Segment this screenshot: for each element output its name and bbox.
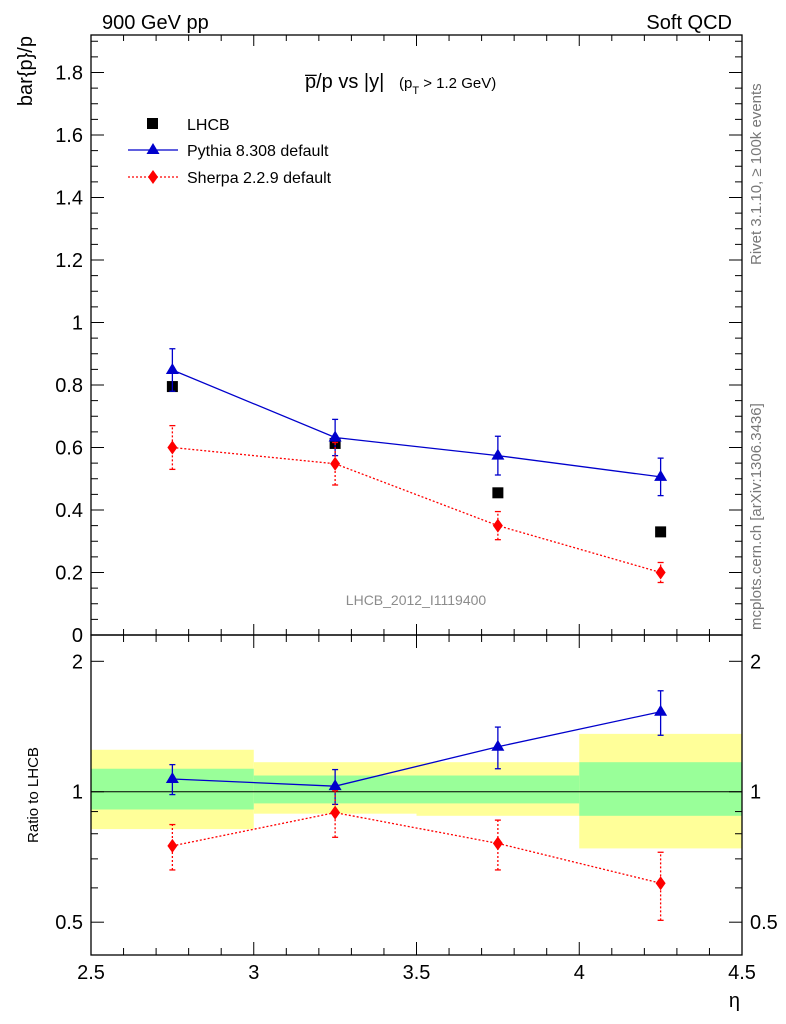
series-pythia [165, 348, 668, 497]
x-tick-label: 4.5 [728, 962, 756, 984]
series-line [172, 369, 661, 478]
main-panel: 0.2 0.4 0.6 0.8 1 1.2 1.4 1.6 1.8 0 bar{p}/p p̅/p… [15, 34, 743, 647]
legend-label-pythia: Pythia 8.308 default [187, 143, 329, 160]
main-y-tick-label: 1 [72, 313, 83, 335]
mcplots-label: mcplots.cern.ch [arXiv:1306.3436] [748, 403, 765, 630]
main-title-cut-suffix: > 1.2 GeV) [419, 75, 496, 92]
ratio-series-line [172, 711, 661, 787]
series-sherpa [167, 424, 666, 584]
ratio-plot-area: 2.5 3 3.5 4 4.5 0.5 0.5 1 1 2 2 [55, 634, 778, 984]
ratio-y-tick-label: 1 [72, 782, 83, 804]
legend: LHCB Pythia 8.308 default Sherpa 2.2.9 d… [128, 117, 332, 187]
legend-marker-triangle [146, 143, 160, 154]
x-tick-label: 3.5 [403, 962, 431, 984]
main-title-cut-sub: T [412, 85, 419, 97]
data-point [654, 469, 668, 481]
ratio-panel: 2.5 3 3.5 4 4.5 0.5 0.5 1 1 2 2 Ratio to LHCB η [25, 634, 778, 1012]
ratio-series-pythia [165, 690, 668, 806]
main-y-tick-label: 1.6 [55, 125, 83, 147]
main-title-text: p̅/p vs |y| [305, 71, 384, 93]
data-point [165, 363, 179, 374]
rivet-label: Rivet 3.1.10, ≥ 100k events [748, 83, 765, 265]
ratio-y-tick-label-right: 1 [750, 782, 761, 804]
main-title-cut-prefix: (p [399, 75, 412, 92]
main-y-axis-label: bar{p}/p [15, 36, 37, 106]
data-point [492, 518, 503, 533]
main-y-tick-label: 0.6 [55, 438, 83, 460]
ratio-data-point [655, 876, 666, 891]
legend-marker-square [147, 118, 158, 129]
ratio-data-point [328, 779, 342, 791]
data-point [330, 456, 341, 471]
main-y-tick-label: 0.4 [55, 500, 83, 522]
legend-label-sherpa: Sherpa 2.2.9 default [187, 170, 332, 187]
watermark: LHCB_2012_I1119400 [346, 592, 487, 608]
header-right: Soft QCD [646, 12, 732, 34]
data-point [655, 526, 667, 538]
series-line [172, 446, 661, 574]
main-y-tick-label: 0.8 [55, 375, 83, 397]
data-point [491, 448, 505, 460]
data-point [492, 487, 504, 499]
x-tick-label: 3 [248, 962, 259, 984]
data-point [655, 565, 666, 580]
header-left: 900 GeV pp [102, 12, 209, 34]
main-title-cut: (pT > 1.2 GeV) [399, 75, 496, 97]
ratio-data-point [165, 772, 179, 784]
legend-marker-diamond [148, 170, 158, 184]
main-y-tick-label: 1.2 [55, 250, 83, 272]
ratio-data-point [654, 704, 668, 716]
uncertainty-band-stat [416, 775, 580, 804]
ratio-y-tick-label: 0.5 [55, 912, 83, 934]
x-tick-label: 2.5 [77, 962, 105, 984]
main-y-tick-label: 1.4 [55, 188, 83, 210]
ratio-y-tick-label-right: 0.5 [750, 912, 778, 934]
main-y-tick-label: 1.8 [55, 63, 83, 85]
main-y-tick-label-zero: 0 [72, 625, 83, 647]
ratio-y-axis-label: Ratio to LHCB [25, 747, 42, 843]
ratio-series-line [172, 811, 661, 884]
main-title: p̅/p vs |y| (pT > 1.2 GeV) [305, 71, 496, 97]
legend-item-lhcb: LHCB [147, 117, 230, 134]
data-point [167, 440, 178, 455]
ratio-series-sherpa [167, 790, 666, 921]
legend-item-pythia: Pythia 8.308 default [128, 143, 329, 160]
main-plot-area: 0.2 0.4 0.6 0.8 1 1.2 1.4 1.6 1.8 0 [55, 34, 743, 647]
legend-label-lhcb: LHCB [187, 117, 230, 134]
uncertainty-band-stat [579, 762, 742, 816]
ratio-data-point [492, 836, 503, 851]
ratio-data-point [491, 739, 505, 751]
main-y-tick-label: 0.2 [55, 563, 83, 585]
ratio-data-point [330, 805, 341, 820]
ratio-data-point [167, 838, 178, 853]
data-point [328, 430, 342, 442]
ratio-frame [90, 634, 743, 956]
x-axis-label: η [729, 990, 740, 1012]
series-lhcb [166, 381, 667, 538]
ratio-y-tick-label-right: 2 [750, 651, 761, 673]
legend-item-sherpa: Sherpa 2.2.9 default [128, 170, 332, 187]
ratio-y-tick-label: 2 [72, 651, 83, 673]
x-tick-label: 4 [574, 962, 585, 984]
